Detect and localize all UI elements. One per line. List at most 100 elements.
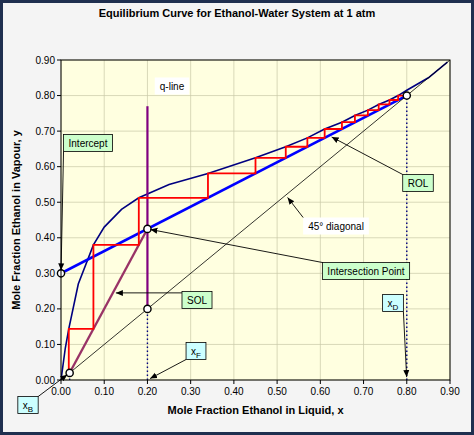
annotation: xF xyxy=(186,343,206,360)
tick-mark xyxy=(450,380,451,384)
annotation-label: Intercept xyxy=(69,138,108,149)
annotation-label: xD xyxy=(388,298,399,312)
grid-line xyxy=(104,60,105,380)
grid-line xyxy=(277,60,278,380)
grid-line xyxy=(147,60,148,380)
marks xyxy=(61,60,450,380)
tick-mark xyxy=(320,380,321,384)
tick-label: 0.90 xyxy=(36,55,56,66)
grid xyxy=(61,60,450,380)
annotation: xB xyxy=(18,397,38,414)
grid-line xyxy=(61,202,450,203)
tick-label: 0.20 xyxy=(138,386,158,397)
annotation: Intersection Point xyxy=(322,263,409,280)
stage-steps xyxy=(69,96,407,373)
tick-mark xyxy=(57,131,61,132)
annotation-label: q-line xyxy=(160,81,185,92)
tick-mark xyxy=(57,237,61,238)
points xyxy=(57,92,410,377)
q-line xyxy=(146,106,148,309)
point-marker xyxy=(144,225,151,232)
annotation-arrow xyxy=(61,152,63,271)
annotation-label: 45° diagonal xyxy=(308,221,364,232)
diagonal-line xyxy=(61,60,450,380)
annotation-label: xB xyxy=(23,400,33,414)
annotation-box xyxy=(18,397,38,414)
annotation-arrow xyxy=(38,375,67,397)
annotation-box xyxy=(64,135,113,152)
tick-label: 0.10 xyxy=(94,386,114,397)
tick-label: 0.70 xyxy=(36,126,56,137)
annotation-box xyxy=(155,78,189,95)
annotation-arrow xyxy=(288,197,304,217)
tick-mark xyxy=(233,380,234,384)
annotation-arrow xyxy=(332,137,403,175)
tick-label: 0.40 xyxy=(224,386,244,397)
tick-label: 0.60 xyxy=(36,161,56,172)
tick-label: 0.30 xyxy=(181,386,201,397)
tick-mark xyxy=(277,380,278,384)
tick-mark xyxy=(104,380,105,384)
grid-line xyxy=(406,60,407,380)
annotation: Intercept xyxy=(64,135,113,152)
annotation-arrow xyxy=(150,229,322,262)
annotation: 45° diagonal xyxy=(303,218,369,235)
drop-line xyxy=(147,309,148,380)
annotation: SOL xyxy=(182,292,212,309)
tick-mark xyxy=(57,95,61,96)
x-axis-title: Mole Fraction Ethanol in Liquid, x xyxy=(168,404,345,416)
tick-label: 0.70 xyxy=(354,386,374,397)
annotation-box xyxy=(383,295,404,312)
point-marker xyxy=(144,305,151,312)
annotations: Intercept q-line ROL 45° diagonal Intersecti… xyxy=(18,78,433,414)
annotation: q-line xyxy=(155,78,189,95)
tick-label: 0.50 xyxy=(267,386,287,397)
plot-frame xyxy=(61,60,450,380)
tick-label: 0.60 xyxy=(311,386,331,397)
tick-label: 0.80 xyxy=(36,90,56,101)
annotation-box xyxy=(182,292,212,309)
title: Equilibrium Curve for Ethanol-Water Syst… xyxy=(99,7,376,19)
tick-label: 0.00 xyxy=(51,386,71,397)
annotation-label: SOL xyxy=(187,295,207,306)
annotation-arrow xyxy=(403,312,406,378)
annotation-box xyxy=(403,175,434,192)
background xyxy=(2,2,473,434)
annotation-box xyxy=(186,343,206,360)
annotation-label: ROL xyxy=(408,178,429,189)
annotation-box xyxy=(322,263,409,280)
tick-mark xyxy=(190,380,191,384)
point-marker xyxy=(403,92,410,99)
tick-label: 0.30 xyxy=(36,268,56,279)
annotation: xD xyxy=(383,295,404,312)
annotation-arrow xyxy=(116,292,182,293)
tick-mark xyxy=(57,166,61,167)
y-axis-title: Mole Fraction Ethanol in Vapour, y xyxy=(10,129,22,310)
grid-line xyxy=(61,95,450,96)
tick-mark xyxy=(57,308,61,309)
tick-label: 0.40 xyxy=(36,232,56,243)
grid-line xyxy=(61,344,450,345)
drop-line xyxy=(406,96,407,380)
tick-mark xyxy=(363,380,364,384)
annotation-arrow xyxy=(150,360,186,379)
grid-line xyxy=(233,60,234,380)
stripping-line xyxy=(70,229,148,373)
annotation: ROL xyxy=(403,175,434,192)
annotation-box xyxy=(303,218,369,235)
tick-mark xyxy=(57,60,61,61)
tick-mark xyxy=(147,380,148,384)
tick-mark xyxy=(57,344,61,345)
tick-mark xyxy=(61,380,62,384)
tick-label: 0.10 xyxy=(36,339,56,350)
grid-line xyxy=(190,60,191,380)
tick-label: 0.80 xyxy=(397,386,417,397)
tick-label: 0.00 xyxy=(36,375,56,386)
plot-area xyxy=(61,60,450,380)
annotation-label: xF xyxy=(191,346,201,360)
tick-mark xyxy=(57,202,61,203)
grid-line xyxy=(61,131,450,132)
annotation-label: Intersection Point xyxy=(327,266,404,277)
tick-label: 0.90 xyxy=(440,386,460,397)
tick-mark xyxy=(406,380,407,384)
